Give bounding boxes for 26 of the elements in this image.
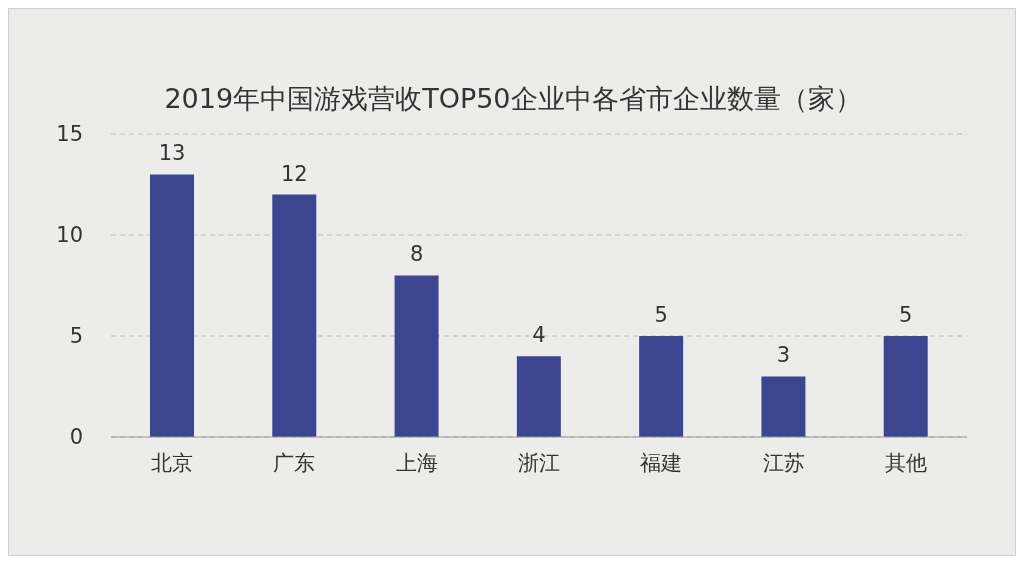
bar [639,336,684,437]
y-tick-label: 10 [56,223,83,248]
bar [883,336,928,437]
y-tick-label: 15 [56,122,83,147]
data-label: 5 [654,303,668,327]
data-label: 4 [532,323,546,348]
data-label: 3 [776,343,791,368]
x-tick-label: 广东 [273,450,316,475]
x-tick-label: 北京 [151,450,194,475]
y-tick-label: 5 [69,324,83,349]
data-label: 13 [158,141,186,166]
bar [272,194,317,437]
x-tick-label: 上海 [395,450,438,475]
bar [394,275,439,437]
x-tick-label: 江苏 [762,450,805,475]
chart-title: 2019年中国游戏营收TOP50企业中各省市企业数量（家） [163,82,863,116]
x-tick-label: 浙江 [518,450,560,475]
bar [761,376,806,437]
data-label: 12 [280,161,308,186]
bar [150,174,194,437]
data-label: 5 [899,303,913,327]
data-label: 8 [409,242,424,267]
bar [516,356,561,437]
x-tick-label: 福建 [640,450,683,475]
y-tick-label: 0 [69,425,83,450]
x-tick-label: 其他 [884,450,927,475]
